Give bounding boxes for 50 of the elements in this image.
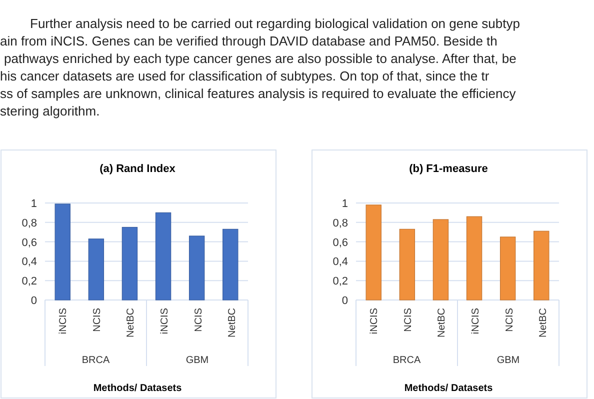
bar <box>500 236 516 300</box>
x-tick-label: NetBC <box>538 308 550 338</box>
text: BRCA <box>392 355 421 366</box>
bar <box>534 230 550 300</box>
x-tick-label: NCIS <box>193 308 204 332</box>
x-axis-title: Methods/ Datasets <box>93 383 182 394</box>
x-tick-label: iNCIS <box>470 308 482 334</box>
x-tick-label: NCIS <box>402 308 414 332</box>
x-axis-title: Methods/ Datasets <box>404 383 494 394</box>
y-tick-label: 0,4 <box>332 256 348 268</box>
x-tick-label: NetBC <box>227 308 238 338</box>
text: ain from iNCIS. Genes can be verified through DAVID database and PAM50. Beside th <box>0 34 498 48</box>
bar <box>222 228 238 300</box>
y-tick-label: 0,8 <box>22 217 37 230</box>
y-tick-label: 0,8 <box>332 217 348 230</box>
text: Further analysis need to be carried out regarding biological validation on gene subtyp <box>30 16 520 31</box>
text: GBM <box>496 355 520 366</box>
bar <box>188 236 205 300</box>
x-tick-label: NetBC <box>436 308 448 338</box>
text: GBM <box>186 355 209 366</box>
y-tick-label: 0,6 <box>22 236 37 249</box>
x-tick-label: iNCIS <box>368 308 380 334</box>
text: ss of samples are unknown, clinical features analysis is required to evaluate the efficiency <box>0 86 516 101</box>
y-tick-label: 0,2 <box>332 276 348 288</box>
y-tick-label: 0,2 <box>22 276 37 288</box>
y-tick-label: 1 <box>342 198 348 210</box>
bar <box>88 238 104 300</box>
bar <box>432 219 449 300</box>
bar <box>466 216 482 300</box>
bar <box>54 204 70 300</box>
bar <box>122 226 138 300</box>
y-tick-label: 0,6 <box>332 236 348 249</box>
chart-title: (a) Rand Index <box>100 163 176 175</box>
x-tick-label: iNCIS <box>159 308 170 334</box>
y-tick-label: 0 <box>30 295 37 307</box>
x-tick-label: iNCIS <box>58 308 69 334</box>
chart-title: (b) F1-measure <box>409 163 488 175</box>
x-tick-label: NetBC <box>126 308 137 338</box>
bar <box>366 204 382 300</box>
y-tick-label: 0,4 <box>22 256 37 268</box>
y-tick-label: 0 <box>342 295 348 307</box>
y-tick-label: 1 <box>30 198 37 210</box>
x-tick-label: NCIS <box>504 308 516 332</box>
bar <box>399 228 416 300</box>
text: his cancer datasets are used for classification of subtypes. On top of that, since the tr <box>0 68 490 84</box>
text: BRCA <box>82 355 110 366</box>
text: stering algorithm. <box>0 104 100 118</box>
bar <box>155 212 172 300</box>
x-tick-label: NCIS <box>92 308 103 332</box>
text: pathways enriched by each type cancer genes are also possible to analyse. After that, be <box>4 51 516 66</box>
